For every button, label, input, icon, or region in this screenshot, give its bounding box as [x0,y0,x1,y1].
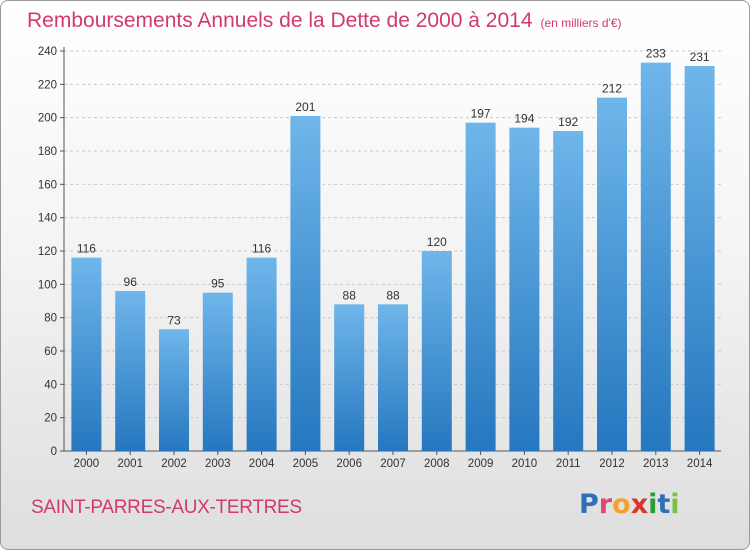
bar [202,292,233,451]
commune-name: SAINT-PARRES-AUX-TERTRES [31,497,302,518]
x-tick-label: 2009 [468,458,494,470]
data-label: 88 [386,288,400,302]
bar [159,329,189,451]
x-tick-label: 2014 [687,458,713,470]
y-axis-ticks: 0 20 40 60 80 100 120 140 160 180 200 220 240 [38,46,57,458]
value-labels: 116 96 73 95 116 201 88 88 120 197 194 192 212 233 231 [77,47,710,328]
y-tick-label: 160 [38,179,57,191]
logo-letter: r [598,489,613,520]
data-label: 96 [124,275,138,289]
logo-letter: P [579,489,599,520]
x-tick-label: 2000 [74,458,100,470]
data-label: 197 [471,107,491,121]
logo-letter: t [657,489,671,520]
data-label: 201 [295,100,315,114]
bar [290,116,321,451]
x-axis-ticks: 2000 2001 2002 2003 2004 2005 2006 2007 2008 2009… [74,458,713,470]
x-tick-label: 2002 [161,458,187,470]
bar [553,131,584,451]
data-label: 116 [77,242,96,256]
x-tick-label: 2006 [336,458,362,470]
logo-letter: i [670,489,680,520]
bar [684,66,715,451]
bar [71,257,102,451]
bar [421,251,452,451]
bar [115,291,146,451]
bar [509,127,540,452]
x-tick-label: 2010 [512,458,538,470]
logo-letter: i [648,489,658,520]
data-label: 192 [558,115,578,129]
bar [378,304,408,451]
y-tick-label: 60 [44,346,57,358]
data-label: 212 [602,82,622,96]
y-tick-label: 120 [38,246,57,258]
x-tick-label: 2012 [599,458,625,470]
x-tick-label: 2004 [249,458,275,470]
y-tick-label: 240 [38,46,57,58]
bar [246,257,277,451]
y-tick-label: 40 [44,379,57,391]
data-label: 88 [343,288,357,302]
title-text: Remboursements Annuels de la Dette de 20… [27,9,533,32]
bar [465,122,496,452]
data-label: 194 [514,112,534,126]
x-tick-label: 2011 [556,458,581,470]
bar [640,62,671,452]
data-label: 73 [167,313,181,327]
bars [71,62,715,452]
y-tick-label: 220 [38,79,57,91]
unit-label: (en milliers d'€) [540,16,622,30]
x-tick-label: 2013 [643,458,669,470]
y-tick-label: 180 [38,146,57,158]
bar [597,97,627,452]
y-tick-label: 140 [38,213,57,225]
y-tick-label: 20 [44,413,57,425]
chart-title: Remboursements Annuels de la Dette de 20… [27,9,622,33]
y-tick-label: 100 [38,279,57,291]
data-label: 95 [211,277,225,291]
y-tick-label: 0 [51,446,57,458]
y-tick-label: 80 [44,313,57,325]
data-label: 231 [690,50,710,64]
x-tick-label: 2001 [117,458,143,470]
data-label: 116 [252,242,271,256]
data-label: 120 [427,235,447,249]
y-tick-label: 200 [38,113,57,125]
proxiti-logo: Proxiti [579,489,680,520]
x-tick-label: 2003 [205,458,231,470]
logo-letter: x [630,489,649,520]
x-tick-label: 2008 [424,458,450,470]
x-tick-label: 2007 [380,458,406,470]
logo-letter: o [612,489,631,520]
x-tick-label: 2005 [293,458,319,470]
bar [334,304,365,451]
data-label: 233 [646,47,666,61]
